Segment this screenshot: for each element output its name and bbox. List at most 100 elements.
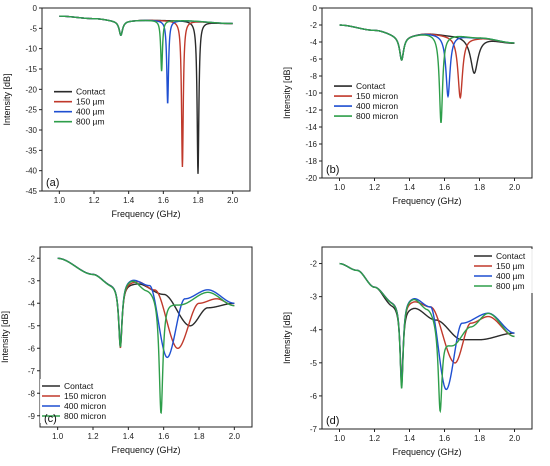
legend-label: 150 µm	[496, 261, 525, 271]
panel-1: 1.0 1.2 1.4 1.6 1.8 2.0 0 -5 -10 -15 -20 -25 -30 -35 -…	[2, 4, 251, 219]
x-tick-label: 1.8	[474, 183, 486, 192]
x-tick-label: 1.4	[404, 434, 416, 443]
x-tick-label: 1.0	[334, 434, 346, 443]
x-tick-label: 1.0	[334, 183, 346, 192]
legend-label: 400 µm	[76, 107, 105, 117]
y-tick-label: -15	[25, 65, 37, 74]
x-axis-label: Frequency (GHz)	[392, 447, 461, 457]
series-group	[339, 262, 515, 414]
y-tick-label: -8	[310, 72, 318, 81]
legend-label: 800 micron	[356, 111, 398, 121]
plot-frame	[39, 246, 253, 428]
legend-label: 400 µm	[496, 271, 525, 281]
y-tick-label: -35	[25, 146, 37, 155]
x-tick-label: 2.0	[229, 432, 241, 441]
panel-label: (d)	[326, 415, 339, 427]
y-tick-label: -2	[310, 21, 318, 30]
x-tick-label: 2.0	[509, 434, 521, 443]
y-tick-label: -9	[28, 412, 36, 421]
legend-label: Contact	[64, 381, 94, 391]
legend-label: 150 micron	[64, 391, 106, 401]
y-tick-label: -5	[30, 24, 38, 33]
legend-label: Contact	[76, 87, 106, 97]
series-line-4	[59, 15, 233, 72]
y-tick-label: 0	[33, 4, 38, 13]
y-tick-label: -5	[310, 359, 318, 368]
y-tick-label: -40	[25, 167, 37, 176]
legend-label: Contact	[496, 251, 526, 261]
legend-label: 150 µm	[76, 97, 105, 107]
y-axis-label: Intensity [dB]	[282, 67, 292, 119]
series-line-4	[339, 24, 515, 124]
y-tick-label: 0	[313, 4, 318, 13]
legend-label: 800 micron	[64, 411, 106, 421]
panel-2: 1.0 1.2 1.4 1.6 1.8 2.0 0 -2 -4 -6 -8 -10 -12 -14 -16 -…	[282, 4, 533, 206]
x-tick-label: 1.0	[54, 196, 66, 205]
y-tick-label: -2	[28, 254, 36, 263]
panel-label: (a)	[46, 177, 59, 189]
y-tick-label: -4	[310, 38, 318, 47]
y-tick-label: -6	[28, 344, 36, 353]
x-tick-label: 1.6	[439, 434, 451, 443]
series-group	[57, 257, 235, 415]
legend-label: 400 micron	[356, 101, 398, 111]
x-tick-label: 2.0	[509, 183, 521, 192]
y-tick-label: -45	[25, 187, 37, 196]
y-tick-label: -2	[310, 260, 318, 269]
y-axis-label: Intensity [dB]	[2, 73, 12, 125]
x-tick-label: 1.8	[192, 196, 204, 205]
series-group	[339, 24, 515, 124]
y-tick-label: -6	[310, 392, 318, 401]
x-tick-label: 1.4	[404, 183, 416, 192]
legend-label: Contact	[356, 81, 386, 91]
x-tick-label: 1.2	[369, 183, 381, 192]
plot-frame	[41, 7, 251, 192]
plot-frame	[321, 246, 533, 430]
y-tick-label: -12	[305, 106, 317, 115]
x-axis-label: Frequency (GHz)	[392, 196, 461, 206]
y-tick-label: -20	[305, 174, 317, 183]
x-axis-label: Frequency (GHz)	[111, 209, 180, 219]
y-tick-label: -30	[25, 126, 37, 135]
y-tick-label: -6	[310, 55, 318, 64]
x-tick-label: 1.8	[474, 434, 486, 443]
x-axis-label: Frequency (GHz)	[111, 445, 180, 455]
x-tick-label: 1.2	[88, 196, 100, 205]
y-tick-label: -8	[28, 389, 36, 398]
legend-label: 150 micron	[356, 91, 398, 101]
y-tick-label: -18	[305, 157, 317, 166]
series-line-1	[339, 24, 515, 74]
series-line-4	[339, 262, 515, 414]
panel-label: (b)	[326, 164, 339, 176]
x-tick-label: 1.6	[439, 183, 451, 192]
legend-label: 800 µm	[76, 117, 105, 127]
x-tick-label: 1.2	[87, 432, 99, 441]
y-axis-label: Intensity [dB]	[282, 312, 292, 364]
x-tick-label: 1.4	[123, 196, 135, 205]
panel-3: 1.0 1.2 1.4 1.6 1.8 2.0 -2 -3 -4 -5 -6 -7 -8 -9 Freque…	[0, 246, 253, 455]
y-tick-label: -5	[28, 322, 36, 331]
x-tick-label: 1.8	[193, 432, 205, 441]
y-tick-label: -10	[305, 89, 317, 98]
y-tick-label: -7	[28, 367, 36, 376]
y-tick-label: -14	[305, 123, 317, 132]
y-axis-label: Intensity [dB]	[0, 311, 10, 363]
x-tick-label: 1.6	[158, 196, 170, 205]
y-tick-label: -16	[305, 140, 317, 149]
y-tick-label: -3	[28, 277, 36, 286]
y-tick-label: -10	[25, 45, 37, 54]
legend-label: 800 µm	[496, 281, 525, 291]
y-tick-label: -4	[28, 299, 36, 308]
x-tick-label: 1.0	[52, 432, 64, 441]
y-tick-label: -20	[25, 85, 37, 94]
series-line-4	[57, 257, 235, 415]
x-tick-label: 1.4	[123, 432, 135, 441]
y-tick-label: -25	[25, 106, 37, 115]
series-group	[59, 15, 233, 174]
y-tick-label: -4	[310, 326, 318, 335]
